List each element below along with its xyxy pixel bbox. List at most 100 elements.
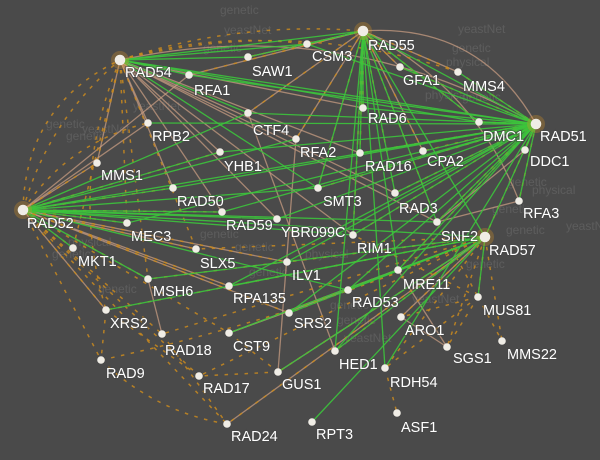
node-label-RAD6: RAD6 <box>368 111 407 127</box>
edge-RAD51-SRS2 <box>288 123 537 314</box>
node-RFA1[interactable] <box>185 71 193 79</box>
node-RAD51[interactable] <box>530 118 542 130</box>
node-HED1[interactable] <box>331 347 339 355</box>
edge-RAD51-MMS4 <box>457 71 537 125</box>
edge-RAD55-RIM1 <box>352 30 364 236</box>
edge-RAD57-HED1 <box>334 236 486 352</box>
edge-RAD51-RPB2 <box>147 122 537 125</box>
node-label-RAD57: RAD57 <box>489 243 536 259</box>
node-DMC1[interactable] <box>475 118 483 126</box>
node-MMS1[interactable] <box>93 159 101 167</box>
edge-RAD54-MSH6 <box>119 59 149 280</box>
watermark-label: genetic <box>508 175 547 189</box>
node-label-YHB1: YHB1 <box>224 159 262 175</box>
edge-RAD52-RAD18 <box>22 209 163 335</box>
edge-RAD54-SMT3 <box>119 59 319 189</box>
node-RPT3[interactable] <box>308 418 316 426</box>
node-GFA1[interactable] <box>396 63 404 71</box>
node-label-RFA1: RFA1 <box>194 83 230 99</box>
node-label-RPB2: RPB2 <box>152 129 190 145</box>
edge-XRS2-RAD9 <box>100 309 107 361</box>
node-RAD16[interactable] <box>356 149 364 157</box>
edge-RAD52-XRS2 <box>22 209 107 311</box>
node-RAD3[interactable] <box>391 189 399 197</box>
node-YBR099C[interactable] <box>273 215 281 223</box>
watermark-label: genetic <box>200 227 239 241</box>
edge-RAD54-MMS1 <box>96 59 121 164</box>
node-MUS81[interactable] <box>474 293 482 301</box>
node-RAD55[interactable] <box>357 25 369 37</box>
node-MSH6[interactable] <box>144 275 152 283</box>
edge-RAD52-MSH6 <box>22 209 149 280</box>
node-RAD50[interactable] <box>169 184 177 192</box>
node-label-MRE11: MRE11 <box>403 277 450 293</box>
node-SAW1[interactable] <box>244 53 252 61</box>
node-MKT1[interactable] <box>69 244 77 252</box>
node-label-GUS1: GUS1 <box>282 377 322 393</box>
edge-RAD52-SMT3 <box>22 187 319 211</box>
node-CTF4[interactable] <box>244 109 252 117</box>
node-YHB1[interactable] <box>216 148 224 156</box>
node-RAD24[interactable] <box>223 420 231 428</box>
node-label-SRS2: SRS2 <box>294 316 332 332</box>
node-DDC1[interactable] <box>521 146 529 154</box>
node-RDH54[interactable] <box>381 364 389 372</box>
node-RAD18[interactable] <box>158 330 166 338</box>
node-RPA135[interactable] <box>225 282 233 290</box>
node-label-RPA135: RPA135 <box>233 291 286 307</box>
edge-RAD55-RFA2 <box>295 30 364 140</box>
node-SNF2[interactable] <box>433 218 441 226</box>
node-RAD53[interactable] <box>344 286 352 294</box>
node-MMS22[interactable] <box>498 337 506 345</box>
node-GUS1[interactable] <box>274 368 282 376</box>
edge-RFA3-SNF2 <box>436 200 520 223</box>
node-CSM3[interactable] <box>303 40 311 48</box>
node-MRE11[interactable] <box>394 266 402 274</box>
edge-RAD57-MUS81 <box>477 236 486 298</box>
node-label-MEC3: MEC3 <box>131 229 171 245</box>
node-MMS4[interactable] <box>454 68 462 76</box>
node-MEC3[interactable] <box>123 219 131 227</box>
node-label-MUS81: MUS81 <box>483 303 531 319</box>
node-CST9[interactable] <box>225 329 233 337</box>
node-label-ILV1: ILV1 <box>292 268 321 284</box>
edge-RAD55-MRE11 <box>362 30 399 271</box>
node-XRS2[interactable] <box>102 306 110 314</box>
node-label-SAW1: SAW1 <box>252 64 293 80</box>
edge-RAD52-MMS1 <box>22 162 98 211</box>
edge-RAD52-YHB1 <box>22 151 221 211</box>
node-RFA2[interactable] <box>292 135 300 143</box>
node-SRS2[interactable] <box>285 309 293 317</box>
node-label-RIM1: RIM1 <box>357 241 392 257</box>
node-RPB2[interactable] <box>144 119 152 127</box>
edge-RAD51-RIM1 <box>352 123 537 236</box>
node-SMT3[interactable] <box>314 184 322 192</box>
node-ASF1[interactable] <box>393 409 401 417</box>
node-ILV1[interactable] <box>283 258 291 266</box>
node-RAD6[interactable] <box>359 104 367 112</box>
watermark-label: genetic <box>66 129 105 143</box>
node-label-GFA1: GFA1 <box>403 73 440 89</box>
node-CPA2[interactable] <box>419 147 427 155</box>
node-SLX5[interactable] <box>192 245 200 253</box>
edge-RAD55-RAD3 <box>362 30 396 194</box>
node-RAD52[interactable] <box>17 204 29 216</box>
node-RAD59[interactable] <box>218 208 226 216</box>
node-RFA3[interactable] <box>515 197 523 205</box>
node-ARO1[interactable] <box>397 313 405 321</box>
edge-RAD52-ILV1 <box>22 209 288 263</box>
edge-RAD54-RAD51 <box>119 45 537 125</box>
node-label-DMC1: DMC1 <box>483 129 524 145</box>
node-RIM1[interactable] <box>349 231 357 239</box>
node-RAD57[interactable] <box>479 231 491 243</box>
edge-RAD51-YHB1 <box>219 123 537 153</box>
node-SGS1[interactable] <box>443 343 451 351</box>
node-RAD9[interactable] <box>97 356 105 364</box>
edge-RAD54-RAD3 <box>119 59 396 194</box>
node-RAD54[interactable] <box>114 54 126 66</box>
edge-RAD54-RFA2 <box>119 59 297 140</box>
edge-RAD51-SNF2 <box>436 123 537 223</box>
edge-RAD55-SNF2 <box>362 30 438 223</box>
node-RAD17[interactable] <box>195 372 203 380</box>
